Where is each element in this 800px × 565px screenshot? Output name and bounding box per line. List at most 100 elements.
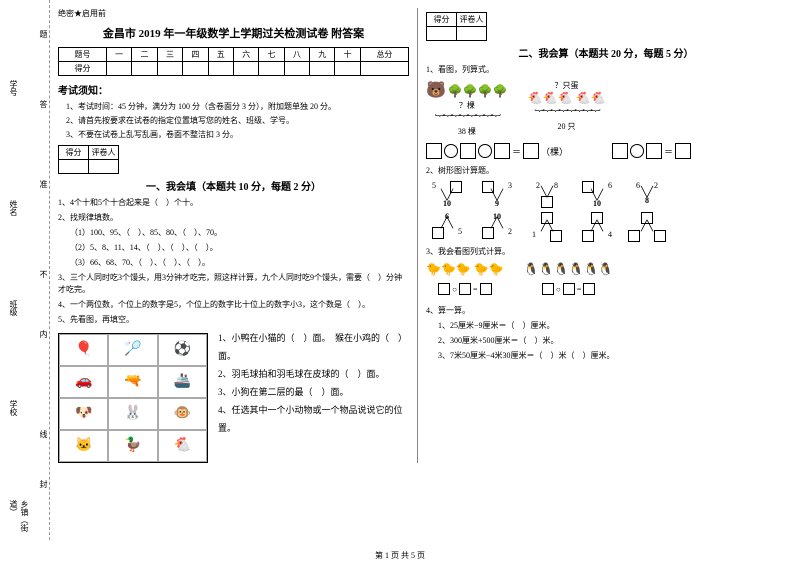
seal-mark: 准: [38, 180, 49, 188]
grid-cell: 🐱: [59, 430, 108, 462]
q2-4-label: 4、算一算。: [426, 305, 786, 317]
brace-icon: ︸︸︸︸︸︸︸︸: [435, 111, 499, 126]
grid-cell: ⚽: [158, 334, 207, 366]
grid-cell: 🎈: [59, 334, 108, 366]
total-label: 38 棵: [458, 126, 476, 137]
binding-margin: 乡镇（街道） 学校 班级 姓名 学号 封 线 内 不 准 答 题: [0, 0, 50, 540]
q1-5: 5、先看图，再填空。: [58, 314, 409, 326]
grid-cell: 🏸: [108, 334, 157, 366]
tree-icon: 🌳🌳🌳🌳: [448, 84, 508, 98]
row-label: 得分: [59, 62, 107, 76]
score-value-row: 得分: [59, 62, 409, 76]
bind-label-school: 学校: [8, 400, 19, 416]
seal-mark: 不: [38, 270, 49, 278]
answer-row-1: ＝ （棵） ＝: [426, 143, 786, 159]
q5-r1: 1、小鸭在小猫的（ ）面。 猴在小鸡的（ ）面。: [218, 329, 409, 365]
q1-4: 4、一个两位数，个位上的数字是5，个位上的数字比十位上的数字小3，这个数是（ ）…: [58, 299, 409, 311]
th: 总分: [360, 48, 408, 62]
q1-2c: （3）66、68、70、（ ）、（ ）、（ ）。: [70, 257, 409, 269]
op-circle[interactable]: [630, 144, 644, 158]
chick-icon: 🐤🐤🐤 🐤🐤: [426, 262, 504, 277]
left-column: 绝密★启用前 金昌市 2019 年一年级数学上学期过关检测试卷 附答案 题号 一…: [58, 8, 418, 463]
q5-r3: 3、小狗在第二层的最（ ）面。: [218, 383, 409, 401]
q-mark: ？棵: [459, 100, 475, 111]
answer-box[interactable]: [646, 143, 662, 159]
animal-grid: 🎈 🏸 ⚽ 🚗 🔫 🚢 🐶 🐰 🐵 🐱 🦆 🐔: [58, 333, 208, 463]
tree-row-1: 5╲╱10 3╲╱9 28╲╱ 6╲╱10 62╲╱8: [426, 181, 786, 208]
th: 六: [233, 48, 258, 62]
answer-box[interactable]: [523, 143, 539, 159]
th: 一: [106, 48, 131, 62]
chick-group: 🐤🐤🐤 🐤🐤 ○=: [426, 262, 504, 301]
pic-group-trees: 🐻 🌳🌳🌳🌳 ？棵 ︸︸︸︸︸︸︸︸ 38 棵: [426, 80, 508, 137]
unit: （棵）: [541, 145, 568, 158]
q5-r2: 2、羽毛球拍和羽毛球在皮球的（ ）面。: [218, 365, 409, 383]
th: 二: [132, 48, 157, 62]
grid-cell: 🐰: [108, 398, 157, 430]
penguin-icon: 🐧🐧🐧🐧🐧🐧: [524, 262, 614, 277]
th: 五: [208, 48, 233, 62]
rule-2: 2、请首先按要求在试卷的指定位置填写您的姓名、班级、学号。: [66, 115, 409, 126]
grid-cell: 🐵: [158, 398, 207, 430]
answer-box[interactable]: [460, 143, 476, 159]
q2-3-label: 3、我会看图列式计算。: [426, 246, 786, 258]
th: 题号: [59, 48, 107, 62]
q2-1-label: 1、看图，列算式。: [426, 64, 786, 76]
q5-r4: 4、任选其中一个小动物或一个物品说说它的位置。: [218, 401, 409, 437]
grid-cell: 🚗: [59, 366, 108, 398]
chicken-icon: 🐔🐔🐔 🐔🐔: [528, 91, 606, 105]
op-circle[interactable]: [444, 144, 458, 158]
q1-2: 2、找规律填数。: [58, 212, 409, 224]
rules-heading: 考试须知：: [58, 82, 409, 97]
th: 十: [335, 48, 360, 62]
q2-4a: 1、25厘米−9厘米＝（ ）厘米。: [438, 320, 786, 332]
grid-cell: 🐶: [59, 398, 108, 430]
grader-person: 评卷人: [89, 145, 119, 159]
answer-box[interactable]: [494, 143, 510, 159]
bind-label-class: 班级: [8, 300, 19, 316]
tree-row-2: 6╱╲5 10╱╲2 ╱╲1 ╱╲4 ╱╲: [426, 212, 786, 242]
bear-icon: 🐻: [426, 82, 446, 99]
rule-1: 1、考试时间：45 分钟，满分为 100 分（含卷面分 3 分），附加题单独 2…: [66, 101, 409, 112]
total-label: 20 只: [558, 121, 576, 132]
pic-group-eggs: ？只蛋 🐔🐔🐔 🐔🐔 ︸︸︸︸︸︸︸︸ 20 只: [528, 80, 606, 137]
seal-mark: 答: [38, 100, 49, 108]
secret-label: 绝密★启用前: [58, 8, 409, 19]
seal-mark: 内: [38, 330, 49, 338]
grid-cell: 🚢: [158, 366, 207, 398]
grader-score: 得分: [427, 13, 457, 27]
grader-person: 评卷人: [457, 13, 487, 27]
q1-3: 3、三个人同时吃3个馒头，用3分钟才吃完，照这样计算，九个人同时吃9个馒头，需要…: [58, 272, 409, 296]
seal-mark: 线: [38, 430, 49, 438]
score-header-row: 题号 一 二 三 四 五 六 七 八 九 十 总分: [59, 48, 409, 62]
q-mark: ？只蛋: [555, 80, 579, 91]
q2-2-label: 2、树形图计算题。: [426, 165, 786, 177]
bind-label-town: 乡镇（街道）: [8, 500, 30, 540]
answer-box[interactable]: [612, 143, 628, 159]
op-circle[interactable]: [478, 144, 492, 158]
right-column: 得分评卷人 二、我会算（本题共 20 分，每题 5 分） 1、看图，列算式。 🐻…: [426, 8, 786, 463]
penguin-group: 🐧🐧🐧🐧🐧🐧 ○=: [524, 262, 614, 301]
th: 三: [157, 48, 182, 62]
grid-cell: 🦆: [108, 430, 157, 462]
q1-2b: （2）5、8、11、14、（ ）、（ ）、（ ）。: [70, 242, 409, 254]
answer-box[interactable]: [675, 143, 691, 159]
answer-box[interactable]: [426, 143, 442, 159]
bind-label-name: 姓名: [8, 200, 19, 216]
q1-2a: （1）100、95、（ ）、85、80、（ ）、70。: [70, 227, 409, 239]
score-table: 题号 一 二 三 四 五 六 七 八 九 十 总分 得分: [58, 47, 409, 76]
q2-4c: 3、7米50厘米−4米30厘米＝（ ）米（ ）厘米。: [438, 350, 786, 362]
th: 九: [310, 48, 335, 62]
brace-icon: ︸︸︸︸︸︸︸︸: [535, 106, 599, 121]
section2-heading: 二、我会算（本题共 20 分，每题 5 分）: [426, 45, 786, 60]
grader-score: 得分: [59, 145, 89, 159]
rule-3: 3、不要在试卷上乱写乱画，卷面不整洁扣 3 分。: [66, 129, 409, 140]
grader-table: 得分评卷人: [58, 145, 119, 174]
grader-table-2: 得分评卷人: [426, 12, 487, 41]
section1-heading: 一、我会填（本题共 10 分，每题 2 分）: [58, 178, 409, 193]
bind-label-id: 学号: [8, 80, 19, 96]
th: 七: [259, 48, 284, 62]
exam-title: 金昌市 2019 年一年级数学上学期过关检测试卷 附答案: [58, 25, 409, 41]
th: 八: [284, 48, 309, 62]
grid-cell: 🐔: [158, 430, 207, 462]
